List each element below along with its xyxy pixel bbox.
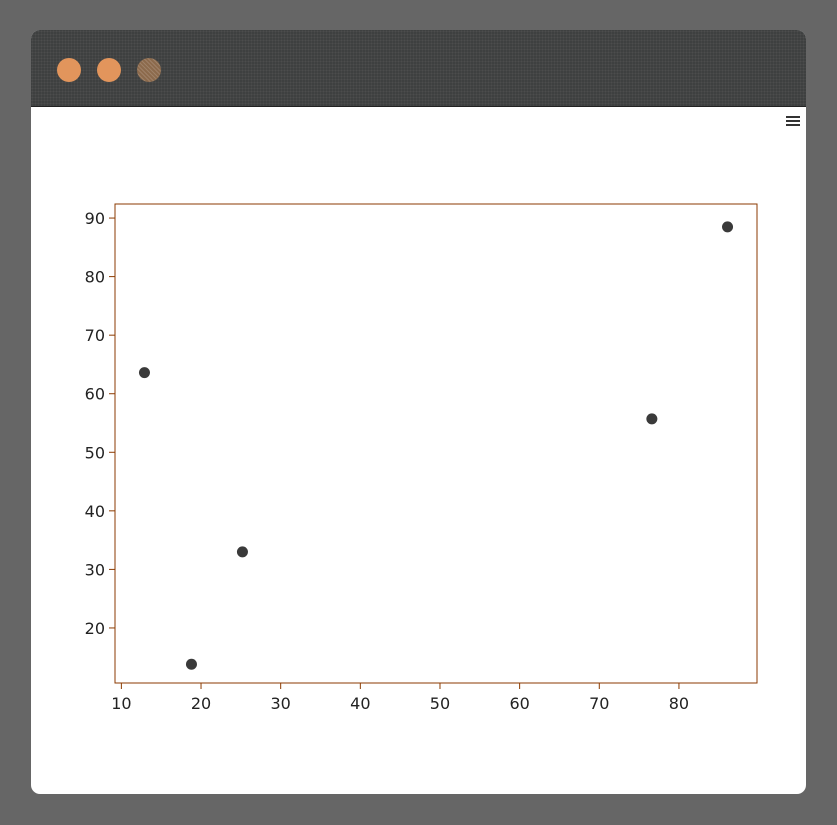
hamburger-menu-icon[interactable] (786, 116, 800, 128)
y-tick-label: 70 (85, 326, 105, 345)
scatter-point (646, 413, 658, 425)
x-axis: 10 20 30 40 50 60 70 80 (111, 683, 689, 713)
minimize-button[interactable] (97, 58, 121, 82)
data-points (138, 221, 734, 670)
maximize-button[interactable] (137, 58, 161, 82)
scatter-point (722, 221, 734, 233)
y-tick-label: 60 (85, 385, 105, 404)
y-tick-label: 30 (85, 560, 105, 579)
scatter-point (236, 546, 248, 558)
plot-area (114, 203, 758, 684)
y-tick-label: 90 (85, 209, 105, 228)
x-tick-label: 50 (430, 694, 450, 713)
scatter-point (138, 367, 150, 379)
y-tick-label: 40 (85, 502, 105, 521)
x-tick-label: 80 (669, 694, 689, 713)
y-tick-label: 50 (85, 443, 105, 462)
x-tick-label: 70 (589, 694, 609, 713)
title-bar (31, 30, 806, 107)
y-axis: 20 30 40 50 60 70 80 90 (85, 209, 115, 638)
y-tick-label: 80 (85, 268, 105, 287)
scatter-chart: 20 30 40 50 60 70 80 90 10 20 30 40 50 60 70 80 (85, 203, 758, 713)
chart-window: 20 30 40 50 60 70 80 90 10 20 30 40 50 60 70 80 (31, 30, 806, 794)
x-tick-label: 30 (270, 694, 290, 713)
scatter-point (185, 658, 197, 670)
x-tick-label: 60 (509, 694, 529, 713)
x-tick-label: 10 (111, 694, 131, 713)
close-button[interactable] (57, 58, 81, 82)
x-tick-label: 20 (191, 694, 211, 713)
x-tick-label: 40 (350, 694, 370, 713)
y-tick-label: 20 (85, 619, 105, 638)
